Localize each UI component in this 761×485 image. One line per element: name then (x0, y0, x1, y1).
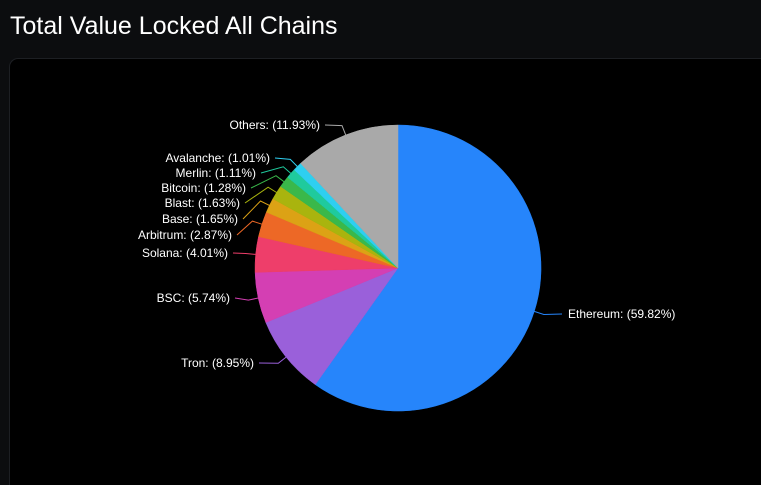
slice-label-merlin: Merlin: (1.11%) (176, 166, 256, 180)
slice-label-solana: Solana: (4.01%) (142, 246, 228, 260)
slice-label-others: Others: (11.93%) (230, 118, 320, 132)
connector-avalanche (274, 157, 298, 167)
slice-label-ethereum: Ethereum: (59.82%) (568, 307, 675, 321)
slice-labels: Ethereum: (59.82%) Tron: (8.95%) BSC: (5.7… (138, 118, 675, 370)
page-title: Total Value Locked All Chains (10, 12, 338, 40)
connector-bitcoin (250, 175, 285, 189)
label-connectors (232, 124, 563, 364)
connector-merlin (260, 166, 292, 174)
connector-solana (232, 252, 256, 255)
connector-others (324, 124, 347, 136)
slice-label-bsc: BSC: (5.74%) (157, 291, 230, 305)
slice-label-arbitrum: Arbitrum: (2.87%) (138, 228, 232, 242)
slice-label-bitcoin: Bitcoin: (1.28%) (161, 181, 246, 195)
slice-label-base: Base: (1.65%) (162, 212, 238, 226)
connector-bsc (234, 297, 259, 301)
connector-ethereum (534, 310, 563, 316)
connector-arbitrum (236, 220, 263, 236)
connector-base (242, 200, 270, 220)
pie-slice-tron[interactable] (265, 267, 399, 385)
pie-slice-others[interactable] (300, 124, 399, 269)
slice-label-blast: Blast: (1.63%) (165, 196, 240, 210)
slice-label-tron: Tron: (8.95%) (181, 356, 254, 370)
connector-tron (258, 356, 287, 364)
slice-label-avalanche: Avalanche: (1.01%) (165, 151, 270, 165)
pie-slices (254, 124, 542, 412)
connector-blast (244, 186, 277, 204)
